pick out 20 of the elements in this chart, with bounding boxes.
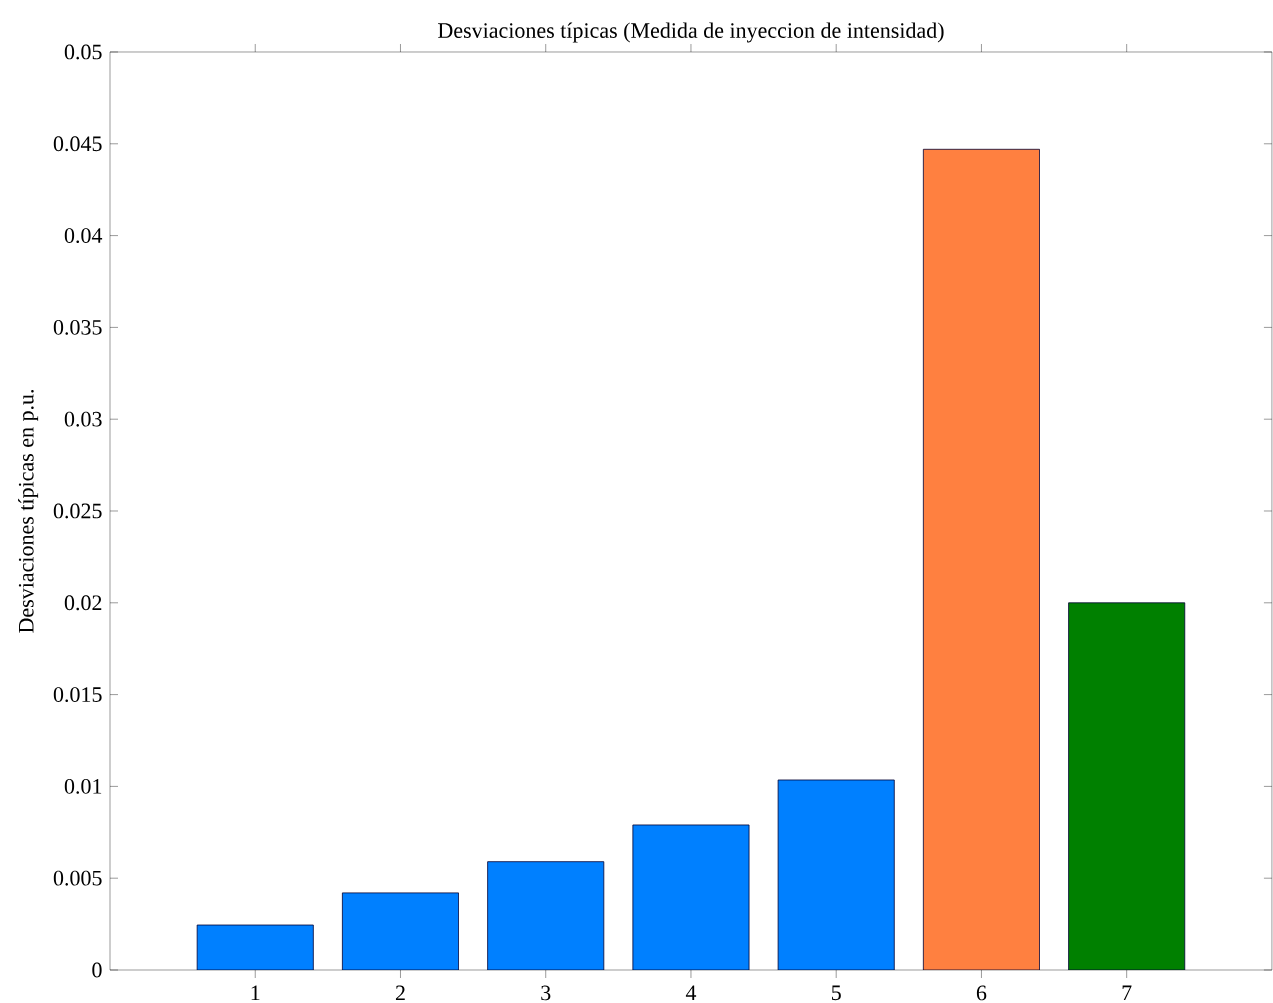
y-tick-label: 0.045 (53, 136, 102, 152)
x-tick-label: 6 (976, 985, 987, 1001)
y-tick-label: 0.03 (64, 411, 102, 427)
y-tick-label: 0 (92, 962, 102, 978)
y-tick-label: 0.015 (53, 687, 102, 703)
x-tick-label: 1 (251, 985, 260, 1001)
x-tick-label: 4 (685, 985, 697, 1001)
chart-title: Desviaciones típicas (Medida de inyeccion de intensidad) (438, 22, 944, 43)
x-tick-label: 5 (831, 985, 841, 1001)
y-tick-label: 0.05 (64, 44, 102, 60)
y-tick-label: 0.025 (53, 503, 102, 519)
x-tick-label: 3 (541, 985, 551, 1001)
y-tick-label: 0.005 (53, 870, 102, 886)
y-tick-label: 0.02 (64, 595, 102, 611)
y-axis-title: Desviaciones típicas en p.u. (18, 389, 39, 633)
x-tick-label: 7 (1122, 985, 1132, 1000)
x-tick-label: 2 (395, 985, 405, 1001)
y-tick-label: 0.035 (53, 319, 102, 335)
y-tick-label: 0.01 (64, 778, 102, 794)
y-tick-label: 0.04 (64, 228, 103, 244)
